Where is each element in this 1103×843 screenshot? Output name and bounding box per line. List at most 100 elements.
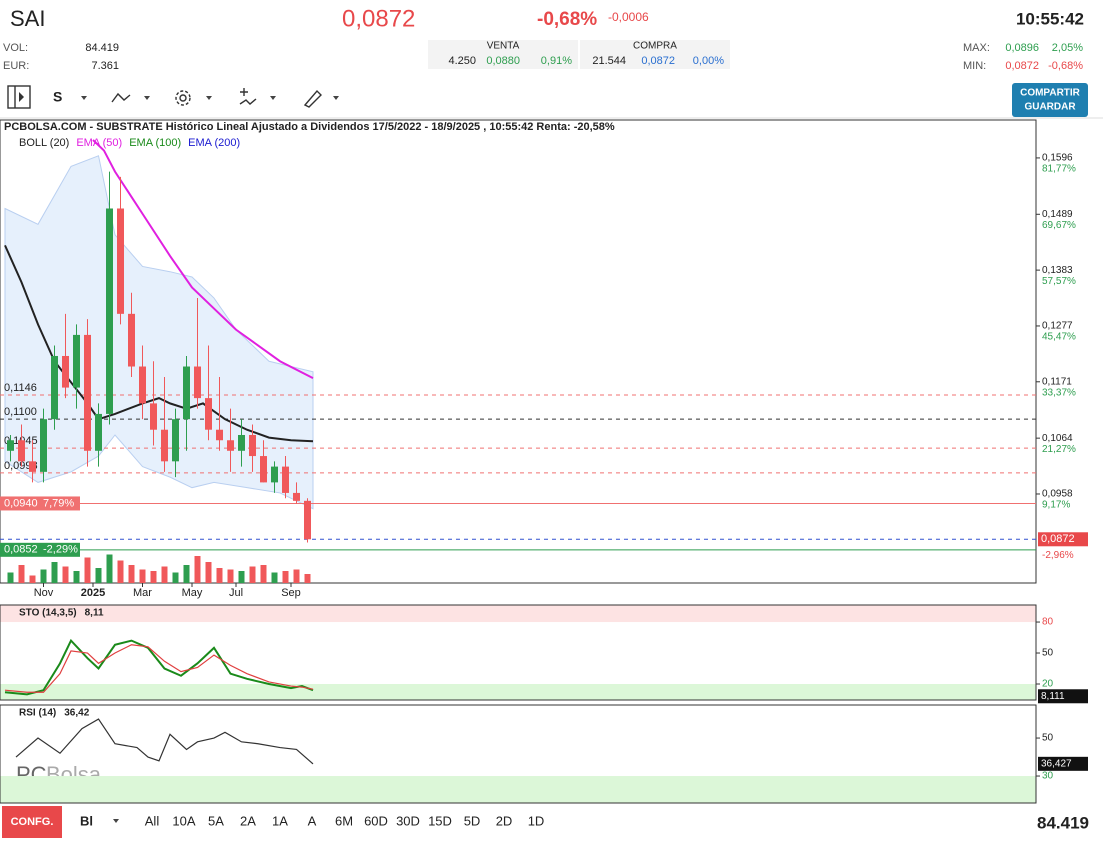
- indicator-title: RSI (14): [19, 708, 56, 719]
- y-tick-label: 20: [1042, 679, 1054, 690]
- last-value-box: [1038, 756, 1088, 771]
- line-icon[interactable]: [111, 92, 131, 103]
- change-pct: -0,68%: [537, 9, 597, 30]
- candle-body: [271, 466, 278, 483]
- caret[interactable]: [270, 96, 276, 100]
- volume-bar: [106, 554, 113, 583]
- volume-bar: [51, 562, 58, 583]
- config-button[interactable]: [2, 806, 62, 838]
- caret[interactable]: [113, 819, 119, 823]
- candle-body: [18, 440, 25, 462]
- caret[interactable]: [333, 96, 339, 100]
- volume-bar: [227, 569, 234, 583]
- y-tick-label: 50: [1042, 648, 1054, 659]
- volume-bar: [139, 569, 146, 583]
- x-tick-label: May: [182, 587, 203, 599]
- y-tick-label: 50: [1042, 733, 1054, 744]
- volume-bar: [150, 571, 157, 583]
- venta-box: [428, 40, 578, 69]
- candle-body: [216, 429, 223, 441]
- vol: 84.419: [85, 42, 119, 54]
- level-pct: -2,29%: [43, 544, 78, 556]
- x-tick-label: Sep: [281, 587, 301, 599]
- y-tick-label: 0,1489: [1042, 209, 1073, 220]
- candle-body: [84, 334, 91, 451]
- max-pct: 2,05%: [1052, 42, 1083, 54]
- min-pct: -0,68%: [1048, 60, 1083, 72]
- panel-icon[interactable]: [7, 85, 31, 109]
- icon-part: [19, 92, 24, 102]
- volume-bar: [183, 565, 190, 583]
- caret[interactable]: [81, 96, 87, 100]
- y-tick-label: 0,1277: [1042, 321, 1073, 332]
- candle-body: [260, 456, 267, 483]
- panel-border: [0, 604, 1037, 701]
- volume-bar: [18, 565, 25, 583]
- indicator-icon[interactable]: [239, 88, 257, 105]
- volume-bar: [271, 572, 278, 583]
- range-button[interactable]: 10A: [172, 813, 195, 828]
- range-button[interactable]: A: [308, 813, 317, 828]
- range-button[interactable]: All: [145, 813, 160, 828]
- footer-volume: 84.419: [1037, 813, 1089, 832]
- settings-icon[interactable]: [175, 90, 191, 106]
- last-value-box: [1038, 689, 1088, 704]
- change: -0,0006: [608, 10, 649, 24]
- eur: 7.361: [91, 60, 119, 72]
- candle-body: [7, 440, 14, 451]
- volume-bar: [216, 568, 223, 583]
- candle-body: [150, 403, 157, 430]
- volume-bar: [73, 571, 80, 583]
- range-button[interactable]: 1A: [272, 813, 288, 828]
- max: 0,0896: [1005, 42, 1039, 54]
- indicator-line: [15, 718, 314, 765]
- y-tick-pct: 45,47%: [1042, 332, 1076, 343]
- range-button[interactable]: 6M: [335, 813, 353, 828]
- period[interactable]: S: [53, 89, 62, 105]
- volume-bar: [205, 562, 212, 583]
- share-button[interactable]: [1012, 83, 1088, 117]
- min-label: MIN:: [963, 60, 986, 72]
- candle-body: [139, 366, 146, 404]
- panel-border: [0, 704, 1037, 804]
- volume-bar: [161, 566, 168, 583]
- y-tick-pct: 69,67%: [1042, 220, 1076, 231]
- range-button[interactable]: 15D: [428, 813, 452, 828]
- candle-body: [249, 434, 256, 457]
- candle-body: [161, 429, 168, 462]
- range-button[interactable]: 1D: [528, 813, 545, 828]
- range-button[interactable]: 5A: [208, 813, 224, 828]
- compra-qty: 21.544: [592, 55, 626, 67]
- range-button[interactable]: 30D: [396, 813, 420, 828]
- x-tick-label: Mar: [133, 587, 152, 599]
- range-button[interactable]: 60D: [364, 813, 388, 828]
- candle-body: [227, 440, 234, 451]
- x-tick-label: 2025: [81, 587, 105, 599]
- y-tick-label: 0,1171: [1042, 376, 1072, 387]
- candle-body: [282, 466, 289, 493]
- indicator-line: [4, 638, 314, 696]
- compra-box: [580, 40, 730, 69]
- mode[interactable]: Bl: [80, 813, 93, 828]
- indicator-title: STO (14,3,5): [19, 608, 77, 619]
- candle-body: [194, 366, 201, 399]
- caret[interactable]: [144, 96, 150, 100]
- indicator-line: [4, 644, 314, 693]
- volume-bar: [62, 566, 69, 583]
- range-button[interactable]: 5D: [464, 813, 481, 828]
- level-box: [0, 496, 80, 511]
- candle-body: [205, 398, 212, 430]
- last-price-box: [1038, 532, 1088, 547]
- boll-mid-line: [4, 244, 314, 443]
- draw-icon[interactable]: [303, 89, 322, 108]
- caret[interactable]: [206, 96, 212, 100]
- range-button[interactable]: 2A: [240, 813, 256, 828]
- venta-pct: 0,91%: [541, 55, 572, 67]
- bollinger-band: [4, 155, 314, 510]
- volume-bar: [293, 569, 300, 583]
- y-tick-pct: 81,77%: [1042, 164, 1076, 175]
- y-tick-label: 0,1064: [1042, 433, 1073, 444]
- range-button[interactable]: 2D: [496, 813, 513, 828]
- oversold-zone: [0, 683, 1036, 700]
- volume-bar: [260, 565, 267, 583]
